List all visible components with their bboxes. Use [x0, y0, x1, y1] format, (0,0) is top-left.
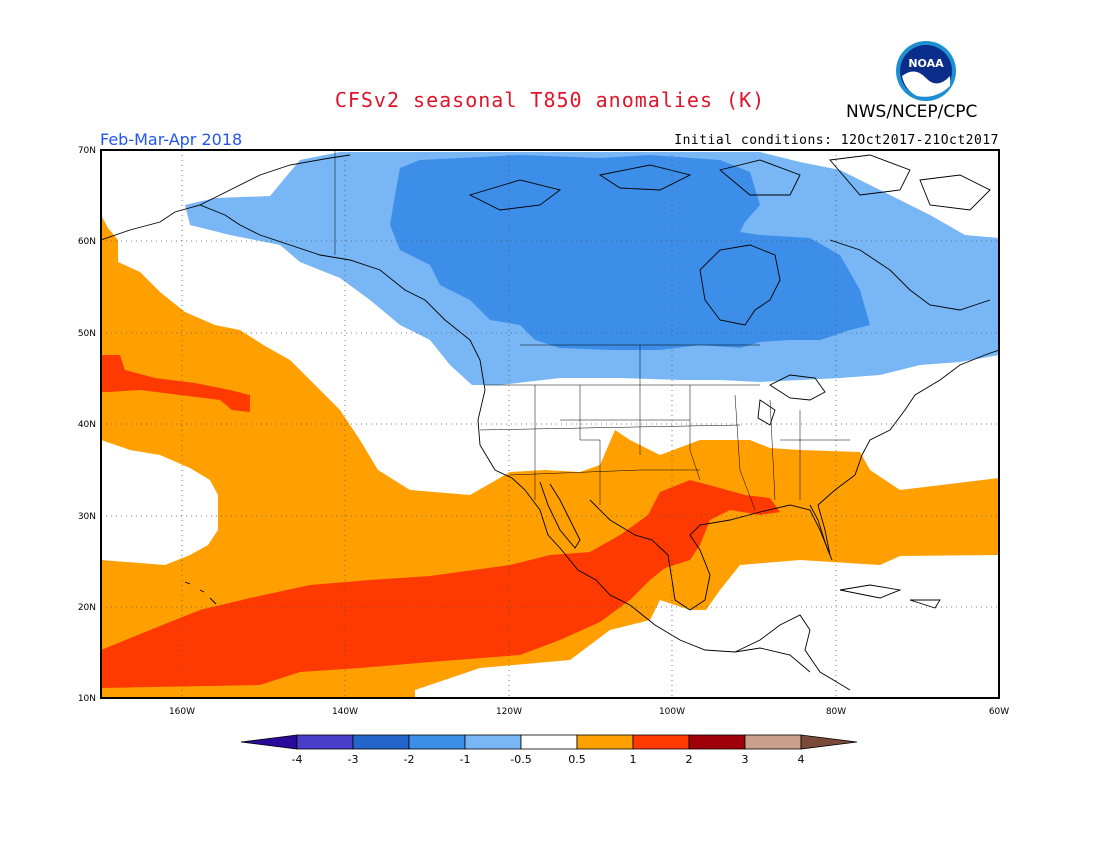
legend-label-neg05: -0.5 — [510, 753, 531, 766]
blue-anomaly-canada — [390, 155, 870, 350]
legend-arrow-high — [800, 734, 858, 750]
legend-label-neg2: -2 — [404, 753, 415, 766]
logo-text: NOAA — [908, 57, 944, 70]
legend-label-1: 1 — [630, 753, 637, 766]
legend-arrow-low — [240, 734, 298, 750]
noaa-logo: NOAA — [896, 41, 956, 101]
lat-tick-20: 20N — [78, 603, 96, 613]
legend-swatch — [296, 734, 354, 750]
legend-swatch — [408, 734, 466, 750]
lon-tick-100w: 100W — [659, 707, 685, 717]
lat-tick-30: 30N — [78, 512, 96, 522]
legend-swatch — [576, 734, 634, 750]
legend-label-05: 0.5 — [568, 753, 586, 766]
lat-tick-70: 70N — [78, 146, 96, 156]
agency-label: NWS/NCEP/CPC — [846, 102, 978, 122]
lat-tick-40: 40N — [78, 420, 96, 430]
legend-label-3: 3 — [742, 753, 749, 766]
legend-swatch — [520, 734, 578, 750]
legend-swatch — [744, 734, 802, 750]
legend-swatch — [688, 734, 746, 750]
lat-tick-10: 10N — [78, 694, 96, 704]
legend-label-2: 2 — [686, 753, 693, 766]
coastlines — [101, 154, 999, 691]
anomaly-fields — [101, 150, 999, 698]
map-title: CFSv2 seasonal T850 anomalies (K) — [334, 88, 766, 112]
latitude-labels: 70N 60N 50N 40N 30N 20N 10N — [78, 146, 96, 704]
initial-conditions: Initial conditions: 12Oct2017-21Oct2017 — [674, 133, 999, 148]
legend-swatches — [240, 734, 858, 750]
lon-tick-120w: 120W — [496, 707, 522, 717]
political-borders — [334, 150, 850, 511]
longitude-labels: 160W 140W 120W 100W 80W 60W — [169, 707, 1009, 717]
legend-label-neg3: -3 — [348, 753, 359, 766]
legend-label-4: 4 — [798, 753, 805, 766]
legend-labels: -4 -3 -2 -1 -0.5 0.5 1 2 3 4 — [292, 753, 805, 766]
legend-swatch — [352, 734, 410, 750]
lat-tick-50: 50N — [78, 329, 96, 339]
lon-tick-60w: 60W — [989, 707, 1009, 717]
red-anomaly-tropical-band — [101, 480, 780, 688]
forecast-period: Feb-Mar-Apr 2018 — [100, 130, 243, 149]
legend-label-neg1: -1 — [460, 753, 471, 766]
legend-label-neg4: -4 — [292, 753, 303, 766]
lon-tick-80w: 80W — [826, 707, 846, 717]
lat-tick-60: 60N — [78, 237, 96, 247]
legend-swatch — [464, 734, 522, 750]
orange-anomaly-pacific — [101, 215, 999, 698]
legend-swatch — [632, 734, 690, 750]
lon-tick-160w: 160W — [169, 707, 195, 717]
red-anomaly-ne-pacific — [101, 355, 250, 412]
lon-tick-140w: 140W — [332, 707, 358, 717]
map-frame — [100, 149, 1000, 699]
